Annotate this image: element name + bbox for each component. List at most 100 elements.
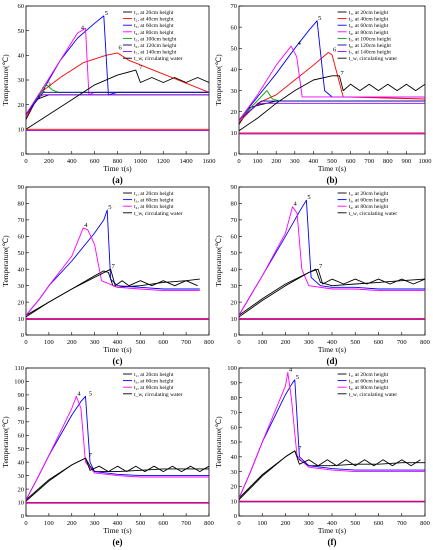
legend-label: t₅, at 100cm height: [349, 36, 392, 42]
y-tick-label: 90: [231, 184, 238, 191]
annotation-label: 4: [298, 40, 302, 47]
series-line-4: [239, 450, 421, 501]
x-tick-label: 900: [402, 158, 412, 165]
x-tick-label: 400: [327, 339, 337, 346]
y-tick-label: 40: [18, 266, 25, 273]
y-tick-label: 10: [18, 316, 25, 323]
x-tick-label: 200: [281, 339, 291, 346]
y-tick-label: 60: [18, 432, 25, 439]
annotation-label: 1: [37, 94, 40, 101]
y-tick-label: 70: [18, 217, 25, 224]
annotation-label: 3: [48, 81, 51, 88]
y-tick-label: 20: [18, 299, 25, 306]
x-axis-label: Time τ(s): [318, 164, 347, 173]
annotation-label: 7: [139, 64, 143, 71]
y-tick-label: 20: [18, 486, 25, 493]
y-axis-label: Temperature(℃): [214, 416, 223, 468]
legend-label: t₁, at 20cm height: [349, 10, 389, 16]
y-tick-label: 40: [18, 53, 25, 60]
x-tick-label: 600: [90, 158, 100, 165]
legend-label: t_w, circulating water: [134, 392, 183, 398]
series-line-5: [239, 90, 425, 121]
legend-label: t₃, at 60cm height: [349, 23, 389, 29]
x-tick-label: 700: [181, 339, 191, 346]
x-tick-label: 800: [204, 339, 214, 346]
x-tick-label: 0: [237, 520, 240, 527]
legend-label: t_w, circulating water: [134, 56, 183, 62]
panel-caption: (d): [327, 356, 338, 366]
plot-frame: [238, 186, 426, 336]
x-tick-label: 500: [350, 339, 360, 346]
series-line-2: [26, 395, 209, 501]
plot-frame: [25, 367, 210, 517]
legend-label: t₁, at 20cm height: [134, 372, 174, 378]
y-tick-label: 20: [231, 484, 238, 491]
x-tick-label: 200: [281, 520, 291, 527]
x-tick-label: 1200: [157, 158, 170, 165]
series-line-1: [239, 268, 425, 316]
y-tick-label: 80: [18, 406, 25, 413]
y-tick-label: 90: [18, 184, 25, 191]
y-tick-label: 20: [231, 109, 238, 116]
annotation-label: 5: [296, 374, 299, 381]
legend-label: t_w, circulating water: [349, 392, 398, 398]
y-tick-label: 100: [14, 379, 24, 386]
y-tick-label: 0: [234, 151, 237, 158]
y-tick-label: 60: [18, 3, 25, 10]
panel-e: 0 100 200 300 400 500 600 700 800 0 10 20 30 40 50 60 70…: [1, 365, 214, 547]
y-tick-label: 10: [231, 316, 238, 323]
x-tick-label: 500: [327, 158, 337, 165]
legend-label: t₆, at 120cm height: [134, 43, 177, 49]
panel-f: 0 100 200 300 400 500 600 700 800 0 10 20 30 40 50 60 70…: [214, 365, 430, 547]
series-line-3: [26, 227, 200, 316]
x-tick-label: 100: [44, 520, 54, 527]
y-tick-label: 60: [231, 24, 238, 31]
series-line-2: [26, 52, 209, 118]
series-group: [26, 395, 209, 504]
legend-label: t₁, at 20cm height: [349, 191, 389, 197]
x-tick-label: 400: [113, 339, 123, 346]
series-line-4: [239, 268, 425, 318]
annotation-label: 5: [105, 10, 108, 17]
series-group: [26, 209, 209, 320]
series-line-8: [26, 69, 209, 130]
plot-frame: [25, 5, 210, 155]
panel-c: 0 100 200 300 400 500 600 700 800 0 10 20 30 40 50 60 70…: [1, 184, 214, 366]
series-line-1: [239, 450, 425, 499]
panel-d: 0 100 200 300 400 500 600 700 800 0 10 20 30 40 50 60 70…: [214, 184, 430, 366]
legend-label: t₁, at 20cm height: [134, 191, 174, 197]
series-line-3: [26, 395, 209, 501]
y-tick-label: 0: [234, 332, 237, 339]
y-tick-label: 70: [18, 419, 25, 426]
y-tick-label: 10: [18, 127, 25, 134]
y-axis-label: Temperature(℃): [1, 235, 10, 287]
legend-label: t₃, at 60cm height: [349, 198, 389, 204]
annotation-label: 2: [42, 86, 45, 93]
annotation-label: 5: [108, 204, 111, 211]
legend-label: t₄, at 80cm height: [349, 30, 389, 36]
y-tick-label: 30: [231, 469, 238, 476]
x-tick-label: 400: [67, 158, 77, 165]
y-tick-label: 0: [21, 332, 24, 339]
series-group: [26, 15, 209, 132]
legend-label: t₃, at 60cm height: [134, 379, 174, 385]
x-tick-label: 400: [113, 520, 123, 527]
x-tick-label: 400: [309, 158, 319, 165]
y-tick-label: 40: [231, 454, 238, 461]
y-tick-label: 70: [231, 217, 238, 224]
legend-label: t₄, at 80cm height: [349, 385, 389, 391]
series-line-4: [26, 27, 209, 115]
x-tick-label: 600: [374, 520, 384, 527]
x-tick-label: 800: [420, 339, 430, 346]
x-tick-label: 0: [237, 339, 240, 346]
x-tick-label: 500: [350, 520, 360, 527]
legend-label: t₄, at 80cm height: [349, 204, 389, 210]
annotation-label: 4: [77, 390, 81, 397]
annotation-label: 4: [289, 366, 293, 373]
x-axis-label: Time τ(s): [103, 345, 132, 354]
x-tick-label: 1000: [419, 158, 432, 165]
y-tick-label: 10: [231, 498, 238, 505]
series-line-7: [26, 94, 209, 115]
legend-label: t₂, at 40cm height: [349, 17, 389, 23]
